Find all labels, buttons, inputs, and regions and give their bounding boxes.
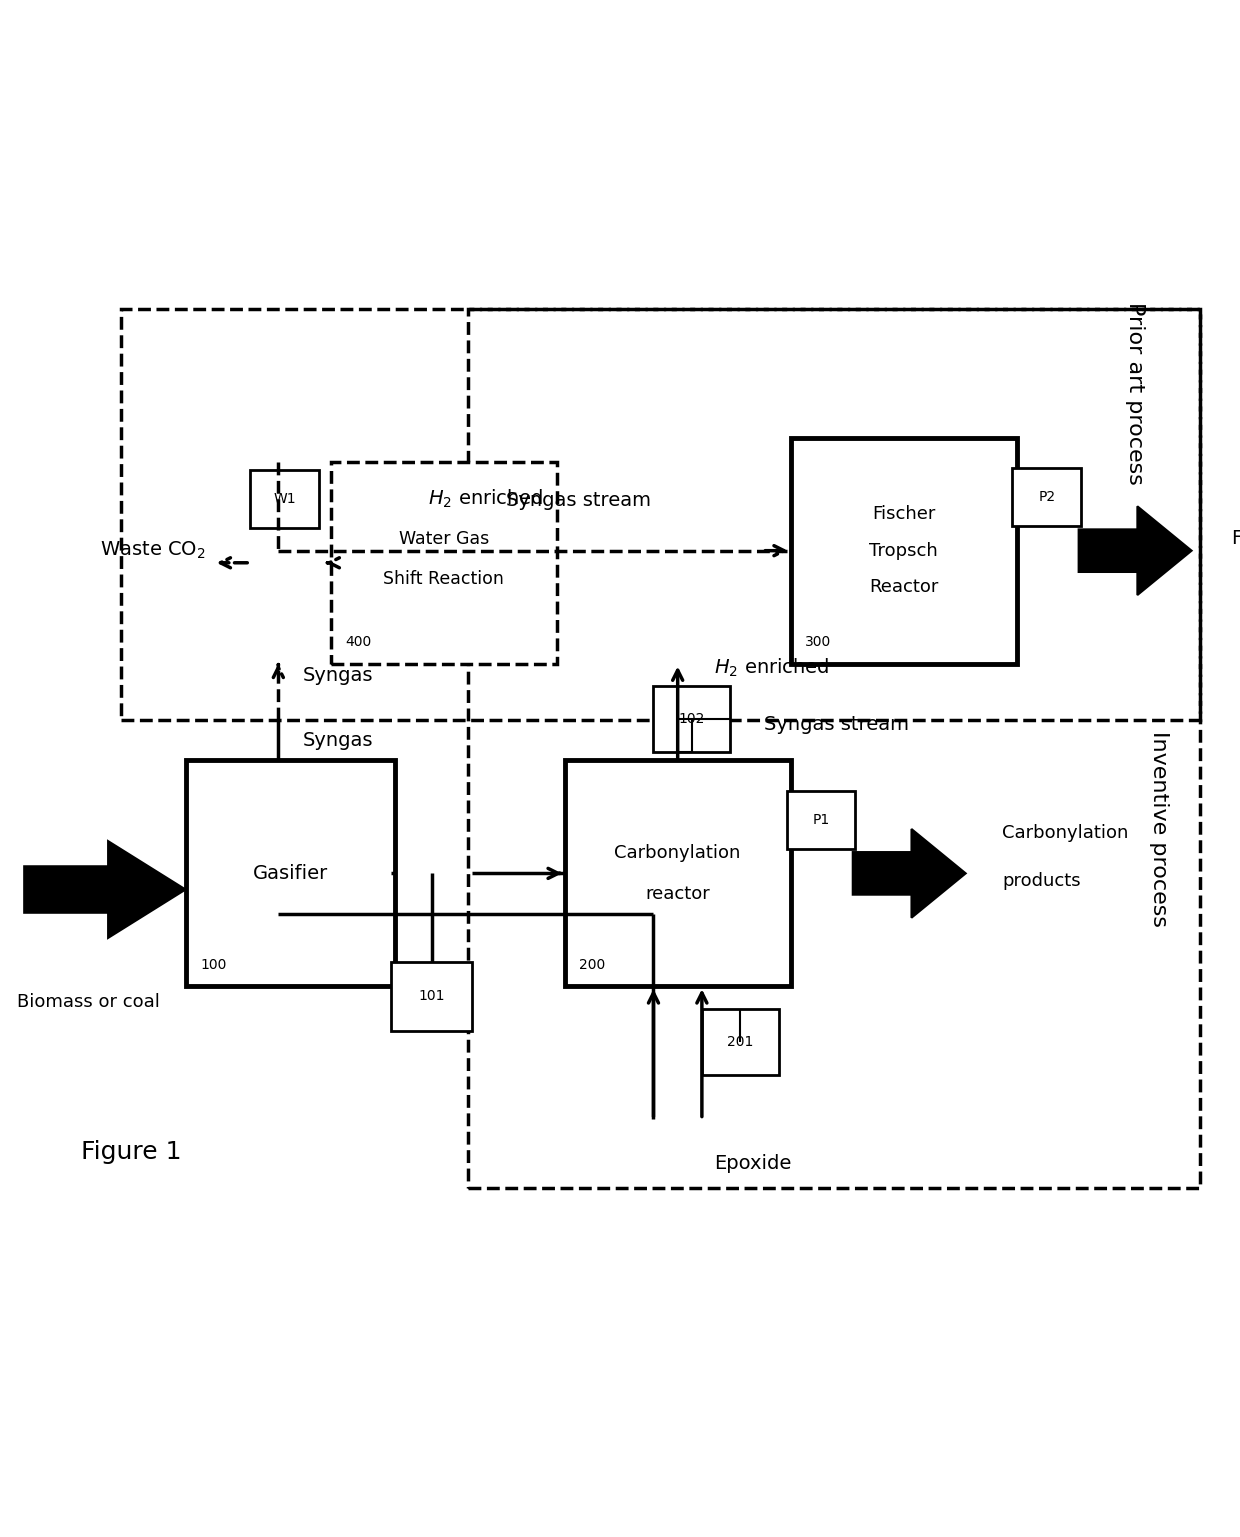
Text: 101: 101 — [418, 990, 445, 1004]
Bar — [467, 309, 1199, 1188]
Text: Inventive process: Inventive process — [1149, 732, 1169, 927]
Text: Gasifier: Gasifier — [253, 864, 329, 882]
Text: 201: 201 — [727, 1034, 754, 1048]
Text: Shift Reaction: Shift Reaction — [383, 570, 505, 589]
Bar — [392, 962, 472, 1031]
Text: $H_2$ enriched: $H_2$ enriched — [428, 489, 544, 510]
Text: 400: 400 — [345, 635, 372, 649]
Bar — [702, 1008, 779, 1074]
Bar — [186, 761, 396, 987]
Polygon shape — [25, 841, 186, 938]
Text: Prior art process: Prior art process — [1125, 301, 1145, 484]
Text: Fischer: Fischer — [872, 506, 935, 524]
Text: 102: 102 — [678, 712, 706, 727]
Text: P2: P2 — [1038, 490, 1055, 504]
Text: Reactor: Reactor — [869, 578, 939, 596]
Text: products: products — [1002, 873, 1080, 890]
Text: FT Products: FT Products — [1231, 529, 1240, 549]
Text: 100: 100 — [200, 958, 227, 971]
Text: Carbonylation: Carbonylation — [615, 844, 740, 862]
Text: Syngas stream: Syngas stream — [764, 715, 909, 733]
Text: Epoxide: Epoxide — [714, 1154, 791, 1173]
Polygon shape — [1079, 506, 1192, 595]
Text: Figure 1: Figure 1 — [81, 1140, 181, 1164]
Polygon shape — [853, 828, 966, 918]
Text: reactor: reactor — [645, 885, 711, 902]
Text: Syngas: Syngas — [303, 666, 373, 686]
Text: Carbonylation: Carbonylation — [1002, 824, 1128, 842]
Text: Syngas stream: Syngas stream — [506, 492, 651, 510]
Text: 300: 300 — [805, 635, 831, 649]
Text: W1: W1 — [273, 492, 295, 506]
Bar — [250, 470, 319, 529]
Text: $H_2$ enriched: $H_2$ enriched — [714, 656, 830, 679]
Text: Syngas: Syngas — [303, 730, 373, 750]
Bar — [122, 309, 1199, 721]
Text: P1: P1 — [812, 813, 830, 827]
Text: 200: 200 — [579, 958, 605, 971]
Bar — [786, 792, 856, 848]
Text: Water Gas: Water Gas — [398, 530, 489, 547]
Text: Waste CO$_2$: Waste CO$_2$ — [100, 539, 206, 561]
Text: Biomass or coal: Biomass or coal — [17, 993, 160, 1011]
Bar — [331, 463, 557, 664]
Bar — [791, 438, 1017, 664]
Bar — [1013, 469, 1081, 527]
Bar — [564, 761, 791, 987]
Text: Tropsch: Tropsch — [869, 541, 937, 559]
Bar — [653, 686, 730, 753]
